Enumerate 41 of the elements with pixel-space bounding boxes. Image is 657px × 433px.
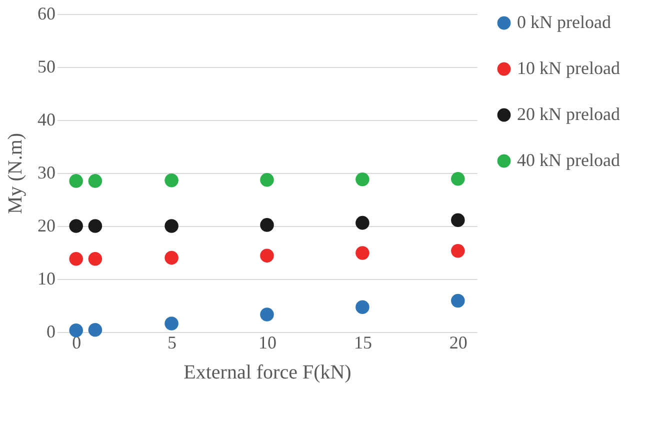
point — [88, 219, 102, 233]
y-tick-label: 30 — [38, 162, 56, 182]
y-tick-label: 40 — [38, 110, 56, 130]
point — [69, 324, 83, 338]
point — [164, 219, 178, 233]
y-tick-label: 60 — [38, 4, 56, 24]
point — [356, 246, 370, 260]
point — [260, 173, 274, 187]
point — [356, 172, 370, 186]
point — [451, 294, 465, 308]
y-tick-label: 20 — [38, 216, 56, 236]
point — [164, 250, 178, 265]
x-axis-title: External force F(kN) — [184, 362, 352, 384]
point — [356, 300, 370, 314]
point — [451, 244, 465, 258]
point — [260, 248, 274, 263]
point — [88, 174, 102, 188]
legend-label: 10 kN preload — [517, 58, 620, 78]
point — [88, 323, 102, 337]
legend-label: 40 kN preload — [517, 150, 620, 170]
y-axis-title: My (N.m) — [4, 132, 26, 214]
x-tick-label: 10 — [258, 332, 276, 352]
x-tick-label: 0 — [72, 332, 82, 352]
legend-label: 20 kN preload — [517, 104, 620, 124]
point — [69, 219, 83, 233]
x-tick-label: 5 — [168, 332, 177, 352]
point — [69, 174, 83, 188]
x-tick-label: 20 — [449, 332, 468, 352]
point — [164, 316, 178, 330]
point — [260, 218, 274, 232]
point — [69, 252, 83, 266]
point — [451, 172, 465, 186]
point — [260, 308, 274, 322]
y-tick-label: 10 — [38, 268, 56, 288]
point — [88, 252, 102, 266]
point — [164, 174, 178, 188]
point — [451, 213, 465, 228]
legend-label: 0 kN preload — [517, 12, 611, 32]
point — [356, 216, 370, 230]
x-tick-label: 15 — [354, 332, 372, 352]
y-tick-label: 50 — [38, 56, 56, 76]
